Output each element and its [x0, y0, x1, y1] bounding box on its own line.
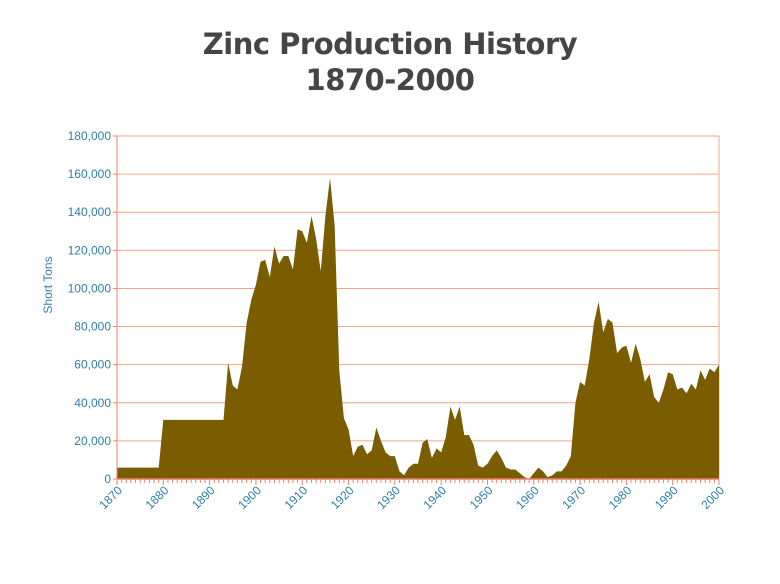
x-tick-label: 1910 — [282, 483, 311, 512]
y-tick-label: 120,000 — [68, 243, 112, 257]
x-tick-label: 1950 — [467, 483, 496, 512]
y-tick-label: 180,000 — [68, 129, 112, 143]
y-tick-label: 40,000 — [74, 396, 111, 410]
y-tick-label: 80,000 — [74, 320, 111, 334]
y-tick-label: 160,000 — [68, 167, 112, 181]
x-tick-label: 1890 — [189, 483, 218, 512]
x-tick-label: 2000 — [698, 483, 727, 512]
x-tick-label: 1870 — [96, 483, 125, 512]
x-tick-label: 1990 — [652, 483, 681, 512]
y-tick-label: 100,000 — [68, 281, 112, 295]
y-axis-label: Short Tons — [41, 256, 55, 313]
x-tick-label: 1880 — [143, 483, 172, 512]
x-tick-label: 1920 — [328, 483, 357, 512]
x-tick-label: 1940 — [420, 483, 449, 512]
y-tick-label: 60,000 — [74, 358, 111, 372]
y-axis-ticks: 0 20,000 40,000 60,000 80,000 100,000 120,000 1… — [68, 129, 117, 486]
chart-subtitle: 1870-2000 — [305, 63, 475, 97]
area-series — [117, 177, 719, 479]
chart-title-line: Zinc Production History — [202, 27, 578, 61]
area-fill — [117, 177, 719, 479]
x-tick-label: 1970 — [559, 483, 588, 512]
y-tick-label: 0 — [104, 472, 111, 486]
chart-title: Zinc Production History 1870-2000 — [0, 26, 780, 98]
x-tick-label: 1960 — [513, 483, 542, 512]
x-axis-ticks: 1870 1880 1890 1900 1910 1920 1930 1940 1950 1960… — [96, 479, 727, 512]
x-tick-label: 1900 — [235, 483, 264, 512]
y-tick-label: 20,000 — [74, 434, 111, 448]
x-tick-label: 1980 — [606, 483, 635, 512]
gridlines — [117, 135, 720, 479]
y-tick-label: 140,000 — [68, 205, 112, 219]
x-tick-label: 1930 — [374, 483, 403, 512]
